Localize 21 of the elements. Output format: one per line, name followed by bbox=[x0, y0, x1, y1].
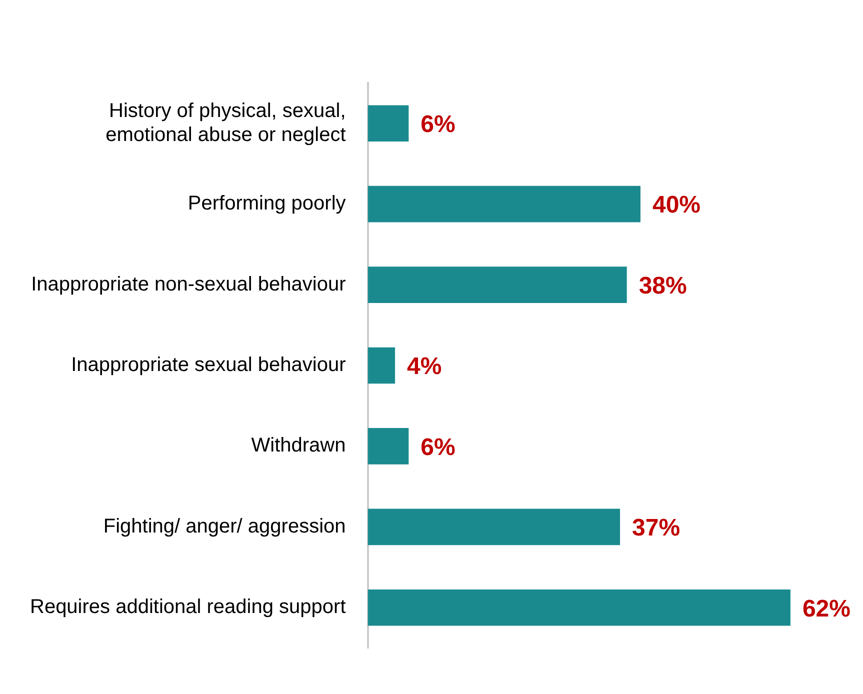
data-label: 4% bbox=[407, 353, 442, 380]
y-tick-label: Fighting/ anger/ aggression bbox=[103, 515, 346, 538]
data-label: 6% bbox=[420, 110, 456, 138]
data-label: 6% bbox=[420, 434, 456, 461]
bar bbox=[368, 428, 409, 464]
y-tick-label: Withdrawn bbox=[251, 434, 346, 457]
y-tick-label: History of physical, sexual, emotional abuse or neglect bbox=[106, 100, 346, 146]
bar bbox=[368, 508, 620, 546]
y-tick-label: Performing poorly bbox=[188, 192, 346, 215]
bar bbox=[368, 105, 409, 142]
data-label: 37% bbox=[632, 514, 680, 542]
data-label: 40% bbox=[652, 192, 701, 219]
data-label: 38% bbox=[638, 272, 687, 300]
y-tick-label: Requires additional reading support bbox=[30, 596, 346, 618]
bar bbox=[368, 347, 396, 384]
y-tick-label: Inappropriate non-sexual behaviour bbox=[31, 273, 346, 296]
bar bbox=[368, 266, 627, 303]
bar bbox=[368, 589, 790, 626]
y-tick-label: Inappropriate sexual behaviour bbox=[71, 354, 346, 376]
bar bbox=[368, 186, 640, 222]
data-label: 62% bbox=[802, 595, 851, 622]
